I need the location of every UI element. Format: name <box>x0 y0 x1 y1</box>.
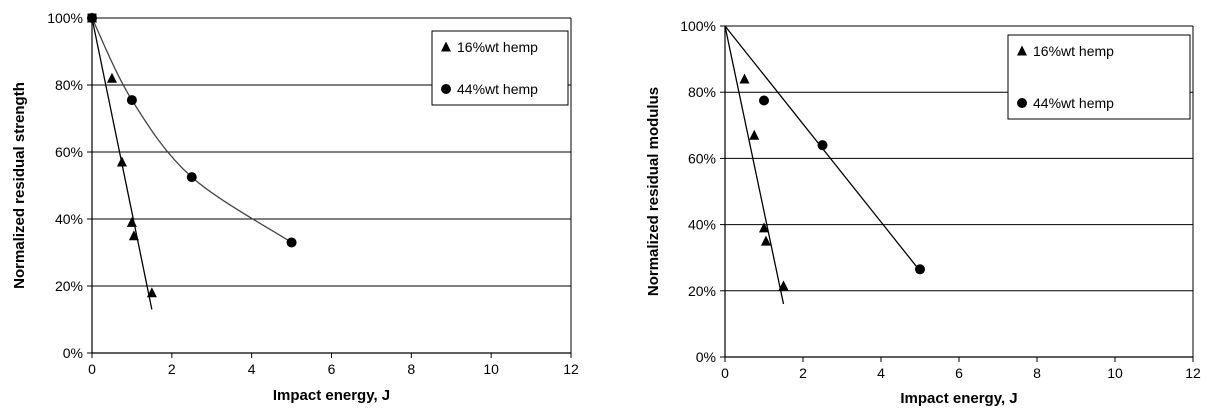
c0-data-point-overlap <box>87 13 97 23</box>
c0-legend-label-0: 16%wt hemp <box>457 39 538 55</box>
c0-x-tick-label: 0 <box>88 361 96 377</box>
c0-x-tick-label: 2 <box>168 361 176 377</box>
c0-x-tick-label: 12 <box>563 361 579 377</box>
c1-x-axis-title: Impact energy, J <box>900 390 1017 407</box>
c1-x-tick-label: 0 <box>721 365 729 381</box>
c0-x-tick-label: 10 <box>483 361 499 377</box>
c0-legend-marker-1 <box>441 84 451 94</box>
c1-x-tick-label: 10 <box>1107 365 1123 381</box>
c1-y-tick-label: 0% <box>696 349 716 365</box>
c0-data-point-series-1 <box>286 237 297 248</box>
c1-data-point-series-1 <box>759 95 769 106</box>
c0-y-tick-label: 40% <box>55 211 83 227</box>
c0-x-axis-title: Impact energy, J <box>273 387 390 404</box>
c0-y-tick-label: 20% <box>55 278 83 294</box>
c1-x-tick-label: 4 <box>877 365 885 381</box>
c1-y-tick-label: 60% <box>688 150 716 166</box>
c1-data-point-series-0 <box>759 222 769 233</box>
c1-y-tick-label: 80% <box>688 84 716 100</box>
c0-data-point-series-0 <box>128 230 139 241</box>
c0-data-point-series-0 <box>146 287 157 298</box>
c0-y-tick-label: 80% <box>55 77 83 93</box>
c0-data-point-series-1 <box>186 172 197 183</box>
c0-y-tick-label: 0% <box>63 345 83 361</box>
c0-x-tick-label: 6 <box>328 361 336 377</box>
c0-legend-label-1: 44%wt hemp <box>457 81 538 97</box>
c1-trendline-series-0 <box>724 25 785 305</box>
c1-x-tick-label: 2 <box>799 365 807 381</box>
c1-data-point-series-0 <box>760 235 771 246</box>
c0-data-point-series-0 <box>116 156 127 167</box>
c1-x-tick-label: 8 <box>1033 365 1041 381</box>
c0-data-point-series-1 <box>126 95 137 106</box>
c1-data-point-series-1 <box>915 264 925 275</box>
c0-x-tick-label: 8 <box>407 361 415 377</box>
chart-residual-modulus: 0% 20% 40% 60% 80% 100% 0 2 4 6 8 10 12 Impact energy… <box>645 18 1201 407</box>
c0-y-axis-title: Normalized residual strength <box>11 82 28 289</box>
c1-y-axis-title: Normalized residual modulus <box>645 87 662 296</box>
c1-y-tick-label: 40% <box>688 217 716 233</box>
c0-data-point-series-0 <box>126 216 137 227</box>
c0-x-tick-label: 4 <box>248 361 256 377</box>
c1-legend <box>1007 34 1191 120</box>
c1-y-tick-label: 100% <box>680 18 716 34</box>
c0-legend-marker-0 <box>441 41 451 52</box>
c1-data-point-series-1 <box>817 140 828 151</box>
c0-data-point-series-0 <box>106 72 117 83</box>
c1-legend-label-1: 44%wt hemp <box>1033 95 1114 111</box>
c0-trendcurve-series-1 <box>91 17 292 243</box>
c1-x-tick-label: 12 <box>1185 365 1201 381</box>
c0-y-tick-label: 60% <box>55 144 83 160</box>
c1-legend-label-0: 16%wt hemp <box>1033 43 1114 59</box>
c0-legend <box>431 30 569 106</box>
c1-data-point-series-0 <box>778 280 789 291</box>
c1-x-tick-label: 6 <box>955 365 963 381</box>
chart-residual-strength: 0% 20% 40% 60% 80% 100% 0 2 4 6 8 10 12 Impact energy… <box>11 10 579 404</box>
c1-y-tick-label: 20% <box>688 283 716 299</box>
c0-y-tick-label: 100% <box>47 10 83 26</box>
c1-data-point-series-0 <box>749 129 760 140</box>
c1-legend-marker-0 <box>1017 45 1027 56</box>
c1-legend-marker-1 <box>1017 98 1027 108</box>
c1-data-point-series-0 <box>739 73 750 84</box>
